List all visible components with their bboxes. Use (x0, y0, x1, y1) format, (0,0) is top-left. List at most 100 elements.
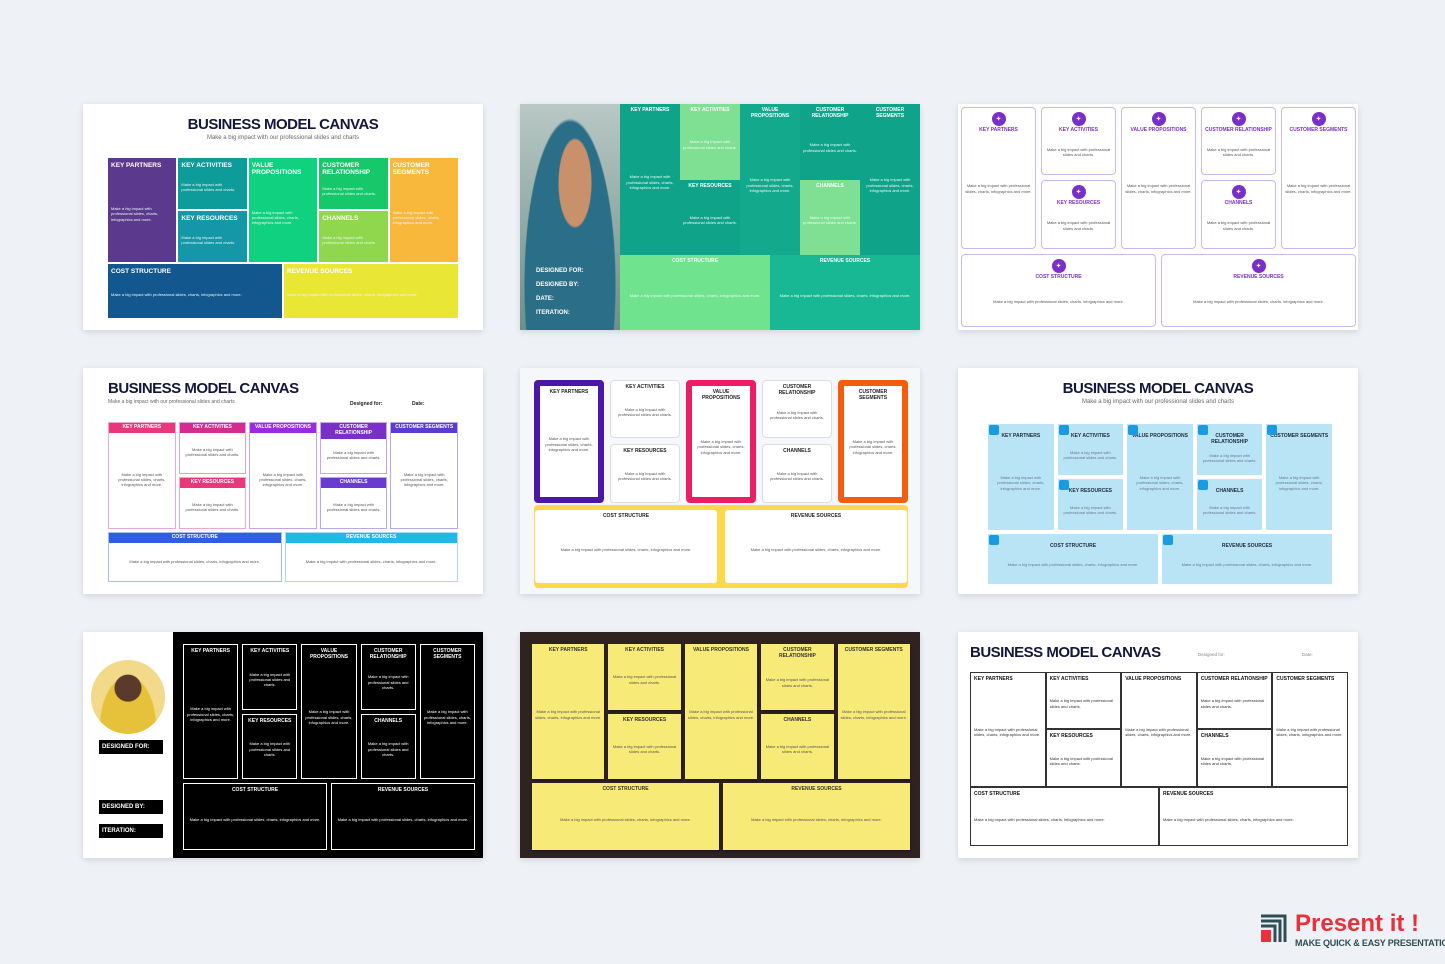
canvas-block-cr[interactable]: CUSTOMER RELATIONSHIP Make a big impact w… (319, 422, 388, 474)
canvas-block-cs[interactable]: CUSTOMER SEGMENTS Make a big impact with … (860, 104, 920, 256)
canvas-block-cost[interactable]: COST STRUCTURE Make a big impact with pro… (620, 255, 770, 330)
canvas-block-ka[interactable]: KEY ACTIVITIES Make a big impact with pro… (1057, 424, 1124, 476)
template-slide-5[interactable]: KEY PARTNERS Make a big impact with profe… (520, 368, 920, 594)
canvas-block-rev[interactable]: REVENUE SOURCES Make a big impact with pr… (1162, 534, 1332, 584)
canvas-block-ka[interactable]: ✦ KEY ACTIVITIES Make a big impact with pr… (1041, 107, 1116, 176)
canvas-block-rev[interactable]: REVENUE SOURCES Make a big impact with pr… (284, 264, 458, 318)
canvas-block-cr[interactable]: ✦ CUSTOMER RELATIONSHIP Make a big impact … (1201, 107, 1276, 176)
block-label: KEY ACTIVITIES (250, 648, 290, 654)
canvas-block-kr[interactable]: KEY RESOURCES Make a big impact with prof… (610, 444, 680, 503)
slide-title: BUSINESS MODEL CANVAS (1062, 380, 1254, 397)
slide-subtitle: Make a big impact with our professional … (206, 135, 360, 141)
canvas-block-vp[interactable]: VALUE PROPOSITIONS Make a big impact with… (686, 380, 756, 503)
template-slide-9[interactable]: BUSINESS MODEL CANVAS Designed for: Date: K… (958, 632, 1358, 858)
canvas-block-kp[interactable]: KEY PARTNERS Make a big impact with profe… (620, 104, 680, 256)
template-slide-4[interactable]: BUSINESS MODEL CANVAS Make a big impact w… (83, 368, 483, 594)
canvas-block-cr[interactable]: CUSTOMER RELATIONSHIP Make a big impact w… (800, 104, 860, 180)
canvas-block-ka[interactable]: KEY ACTIVITIES Make a big impact with pro… (608, 644, 681, 710)
canvas-block-kr[interactable]: ✦ KEY RESOURCES Make a big impact with pro… (1041, 180, 1116, 249)
canvas-block-rev[interactable]: ✦ REVENUE SOURCES Make a big impact with p… (1161, 253, 1356, 327)
template-slide-7[interactable]: DESIGNED FOR: DESIGNED BY: ITERATION: KEY P… (83, 632, 483, 858)
canvas-block-rev[interactable]: REVENUE SOURCES Make a big impact with pr… (723, 783, 910, 850)
canvas-block-cost[interactable]: COST STRUCTURE Make a big impact with pro… (183, 783, 327, 850)
canvas-block-ka[interactable]: KEY ACTIVITIES Make a big impact with pro… (178, 158, 247, 210)
canvas-block-cs[interactable]: CUSTOMER SEGMENTS Make a big impact with … (1266, 424, 1332, 531)
canvas-block-vp[interactable]: VALUE PROPOSITIONS Make a big impact with… (740, 104, 800, 256)
block-description: Make a big impact with professional slid… (189, 816, 321, 822)
slide-subtitle: Make a big impact with our professional … (108, 399, 235, 405)
canvas-block-cost[interactable]: ✦ COST STRUCTURE Make a big impact with pr… (961, 253, 1156, 327)
canvas-block-vp[interactable]: VALUE PROPOSITIONS Make a big impact with… (301, 644, 357, 780)
template-slide-1[interactable]: BUSINESS MODEL CANVAS Make a big impact w… (83, 104, 483, 330)
canvas-block-cost[interactable]: COST STRUCTURE Make a big impact with pro… (532, 783, 719, 850)
canvas-block-cs[interactable]: ✦ CUSTOMER SEGMENTS Make a big impact with… (1281, 107, 1356, 249)
canvas-block-vp[interactable]: VALUE PROPOSITIONS Make a big impact with… (1127, 424, 1193, 531)
canvas-block-vp[interactable]: VALUE PROPOSITIONS Make a big impact with… (1121, 672, 1197, 787)
canvas-block-ka[interactable]: KEY ACTIVITIES Make a big impact with pro… (178, 422, 247, 474)
canvas-block-kr[interactable]: KEY RESOURCES Make a big impact with prof… (178, 476, 247, 529)
canvas-block-rev[interactable]: REVENUE SOURCES Make a big impact with pr… (770, 255, 920, 330)
canvas-block-cr[interactable]: CUSTOMER RELATIONSHIP Make a big impact w… (762, 380, 832, 439)
template-slide-8[interactable]: KEY PARTNERS Make a big impact with profe… (520, 632, 920, 858)
canvas-block-ka[interactable]: KEY ACTIVITIES Make a big impact with pro… (242, 644, 298, 710)
canvas-block-ch[interactable]: CHANNELS Make a big impact with professio… (1196, 729, 1273, 787)
canvas-block-kr[interactable]: KEY RESOURCES Make a big impact with prof… (1057, 479, 1124, 531)
canvas-block-rev[interactable]: REVENUE SOURCES Make a big impact with pr… (331, 783, 475, 850)
canvas-block-cr[interactable]: CUSTOMER RELATIONSHIP Make a big impact w… (319, 158, 388, 210)
canvas-block-rev[interactable]: REVENUE SOURCES Make a big impact with pr… (1159, 786, 1348, 846)
canvas-block-kp[interactable]: KEY PARTNERS Make a big impact with profe… (108, 422, 176, 529)
canvas-block-kr[interactable]: KEY RESOURCES Make a big impact with prof… (178, 211, 247, 263)
canvas-block-ch[interactable]: CHANNELS Make a big impact with professio… (800, 179, 860, 256)
canvas-block-rev[interactable]: REVENUE SOURCES Make a big impact with pr… (284, 531, 458, 582)
canvas-block-vp[interactable]: VALUE PROPOSITIONS Make a big impact with… (249, 422, 317, 529)
canvas-block-ch[interactable]: CHANNELS Make a big impact with professio… (761, 713, 834, 780)
template-slide-6[interactable]: BUSINESS MODEL CANVAS Make a big impact w… (958, 368, 1358, 594)
canvas-block-ka[interactable]: KEY ACTIVITIES Make a big impact with pro… (680, 104, 740, 180)
block-label: REVENUE SOURCES (1221, 543, 1273, 550)
canvas-block-ch[interactable]: ✦ CHANNELS Make a big impact with professi… (1201, 180, 1276, 249)
canvas-block-cr[interactable]: CUSTOMER RELATIONSHIP Make a big impact w… (1196, 424, 1263, 476)
canvas-block-cr[interactable]: CUSTOMER RELATIONSHIP Make a big impact w… (360, 644, 416, 710)
canvas-block-cost[interactable]: COST STRUCTURE Make a big impact with pro… (108, 531, 282, 582)
canvas-block-cs[interactable]: CUSTOMER SEGMENTS Make a big impact with … (389, 158, 458, 263)
block-description: Make a big impact with professional slid… (423, 709, 471, 726)
canvas-block-ka[interactable]: KEY ACTIVITIES Make a big impact with pro… (1045, 672, 1122, 730)
canvas-block-ch[interactable]: CHANNELS Make a big impact with professio… (319, 476, 388, 529)
canvas-block-cost[interactable]: COST STRUCTURE Make a big impact with pro… (534, 508, 718, 584)
canvas-block-cr[interactable]: CUSTOMER RELATIONSHIP Make a big impact w… (761, 644, 834, 710)
canvas-block-cs[interactable]: CUSTOMER SEGMENTS Make a big impact with … (390, 422, 458, 529)
canvas-block-kp[interactable]: KEY PARTNERS Make a big impact with profe… (108, 158, 177, 263)
canvas-block-cr[interactable]: CUSTOMER RELATIONSHIP Make a big impact w… (1196, 672, 1273, 730)
canvas-block-vp[interactable]: VALUE PROPOSITIONS Make a big impact with… (248, 158, 318, 263)
canvas-block-kp[interactable]: KEY PARTNERS Make a big impact with profe… (988, 424, 1054, 531)
canvas-block-cs[interactable]: CUSTOMER SEGMENTS Make a big impact with … (838, 380, 908, 503)
canvas-block-cs[interactable]: CUSTOMER SEGMENTS Make a big impact with … (1272, 672, 1348, 787)
canvas-block-ch[interactable]: CHANNELS Make a big impact with professio… (360, 713, 416, 780)
canvas-block-cost[interactable]: COST STRUCTURE Make a big impact with pro… (108, 264, 282, 318)
canvas-block-cost[interactable]: COST STRUCTURE Make a big impact with pro… (970, 786, 1159, 846)
canvas-block-kp[interactable]: KEY PARTNERS Make a big impact with profe… (534, 380, 604, 503)
canvas-block-kr[interactable]: KEY RESOURCES Make a big impact with prof… (608, 713, 681, 780)
canvas-block-rev[interactable]: REVENUE SOURCES Make a big impact with pr… (724, 508, 908, 584)
template-slide-2[interactable]: DESIGNED FOR: DESIGNED BY: DATE: ITERATION:… (520, 104, 920, 330)
canvas-block-vp[interactable]: VALUE PROPOSITIONS Make a big impact with… (684, 644, 758, 780)
canvas-block-cs[interactable]: CUSTOMER SEGMENTS Make a big impact with … (419, 644, 475, 780)
canvas-block-ch[interactable]: CHANNELS Make a big impact with professio… (319, 211, 388, 263)
canvas-block-kr[interactable]: KEY RESOURCES Make a big impact with prof… (1045, 729, 1122, 787)
block-icon: ✦ (1231, 185, 1246, 200)
canvas-block-kp[interactable]: KEY PARTNERS Make a big impact with profe… (970, 672, 1046, 787)
canvas-block-ch[interactable]: CHANNELS Make a big impact with professio… (1196, 479, 1263, 531)
canvas-block-cost[interactable]: COST STRUCTURE Make a big impact with pro… (988, 534, 1158, 584)
canvas-block-kr[interactable]: KEY RESOURCES Make a big impact with prof… (680, 179, 740, 256)
canvas-block-kp[interactable]: KEY PARTNERS Make a big impact with profe… (532, 644, 605, 780)
block-description: Make a big impact with professional slid… (803, 215, 857, 226)
canvas-block-cs[interactable]: CUSTOMER SEGMENTS Make a big impact with … (837, 644, 910, 780)
canvas-block-vp[interactable]: ✦ VALUE PROPOSITIONS Make a big impact wit… (1121, 107, 1196, 249)
canvas-block-kp[interactable]: KEY PARTNERS Make a big impact with profe… (183, 644, 239, 780)
field-label: ITERATION: (99, 824, 163, 838)
canvas-block-ka[interactable]: KEY ACTIVITIES Make a big impact with pro… (610, 380, 680, 439)
canvas-block-ch[interactable]: CHANNELS Make a big impact with professio… (762, 444, 832, 503)
template-slide-3[interactable]: ✦ KEY PARTNERS Make a big impact with prof… (958, 104, 1358, 330)
canvas-block-kp[interactable]: ✦ KEY PARTNERS Make a big impact with prof… (961, 107, 1036, 249)
canvas-block-kr[interactable]: KEY RESOURCES Make a big impact with prof… (242, 713, 298, 780)
